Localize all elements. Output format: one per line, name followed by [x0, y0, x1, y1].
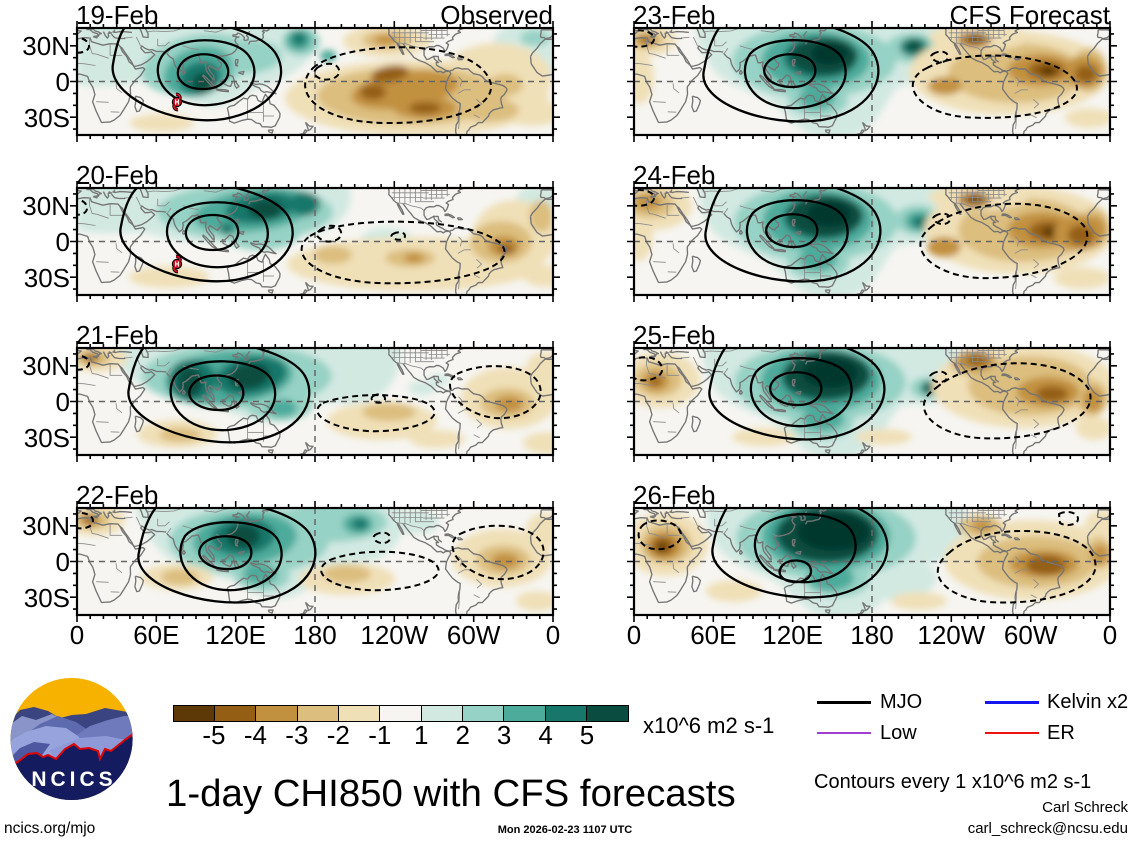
- svg-text:NCICS: NCICS: [31, 768, 116, 791]
